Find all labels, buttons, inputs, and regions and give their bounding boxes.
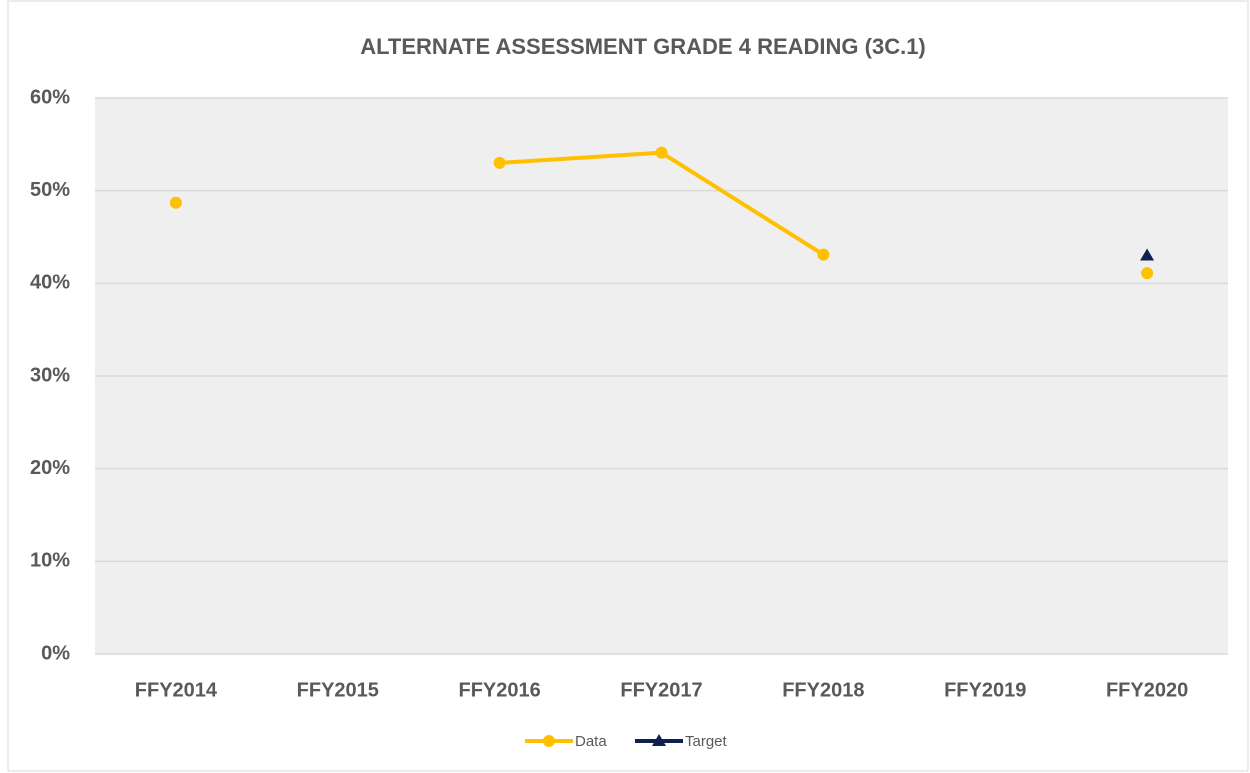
data-point bbox=[493, 156, 506, 169]
chart-title: ALTERNATE ASSESSMENT GRADE 4 READING (3C… bbox=[360, 34, 926, 59]
y-tick-label: 20% bbox=[30, 457, 70, 479]
x-tick-label: FFY2018 bbox=[782, 679, 864, 701]
x-tick-label: FFY2020 bbox=[1106, 679, 1188, 701]
data-point bbox=[169, 196, 182, 209]
legend-label: Data bbox=[575, 733, 607, 750]
x-tick-label: FFY2014 bbox=[135, 679, 218, 701]
y-tick-label: 30% bbox=[30, 364, 70, 386]
x-tick-label: FFY2019 bbox=[944, 679, 1026, 701]
data-point bbox=[655, 146, 668, 159]
legend-marker bbox=[543, 735, 555, 747]
y-tick-label: 10% bbox=[30, 550, 70, 572]
y-tick-label: 40% bbox=[30, 272, 70, 294]
x-tick-label: FFY2015 bbox=[297, 679, 379, 701]
y-tick-label: 60% bbox=[30, 86, 70, 108]
data-point bbox=[1141, 267, 1154, 280]
x-tick-label: FFY2017 bbox=[620, 679, 702, 701]
y-tick-label: 50% bbox=[30, 179, 70, 201]
legend-label: Target bbox=[685, 733, 728, 750]
data-point bbox=[1140, 248, 1155, 261]
x-tick-label: FFY2016 bbox=[459, 679, 541, 701]
y-tick-label: 0% bbox=[41, 642, 70, 664]
data-point bbox=[817, 248, 830, 261]
legend-marker bbox=[652, 734, 666, 746]
